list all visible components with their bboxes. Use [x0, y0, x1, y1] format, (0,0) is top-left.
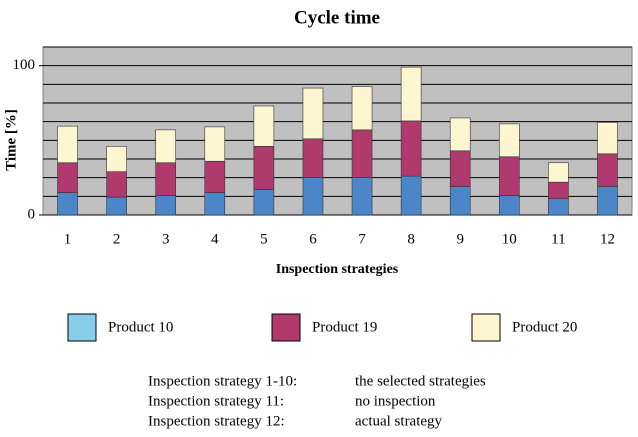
- bar-segment: [400, 175, 422, 216]
- bar-segment: [597, 122, 618, 155]
- x-tick-label: 2: [113, 231, 121, 247]
- bar-segment: [449, 150, 471, 187]
- bar-segment: [57, 125, 78, 164]
- chart-title: Cycle time: [294, 7, 380, 28]
- legend-label: Product 19: [312, 319, 377, 335]
- bar-segment: [400, 120, 422, 177]
- x-tick-label: 5: [260, 231, 268, 247]
- x-tick-label: 7: [358, 231, 366, 247]
- note-label: Inspection strategy 1-10:: [148, 373, 297, 389]
- note-text: the selected strategies: [355, 373, 486, 389]
- bar-segment: [204, 160, 226, 193]
- x-tick-label: 9: [456, 231, 464, 247]
- x-tick-label: 12: [600, 231, 615, 247]
- bar-segment: [253, 189, 275, 216]
- bar-segment: [204, 126, 226, 162]
- bar-segment: [253, 146, 275, 190]
- y-axis-label: Time [%]: [3, 109, 19, 171]
- bar-segment: [597, 153, 618, 187]
- legend-swatch: [471, 313, 501, 342]
- bar-segment: [351, 86, 373, 131]
- note-label: Inspection strategy 12:: [148, 413, 285, 429]
- bar-segment: [351, 129, 373, 178]
- bar-segment: [106, 196, 127, 216]
- bar-segment: [400, 66, 422, 122]
- legend-label: Product 20: [512, 319, 577, 335]
- legend-label: Product 10: [108, 319, 173, 335]
- note-text: no inspection: [355, 393, 436, 409]
- bar-segment: [302, 138, 324, 178]
- x-tick-label: 4: [211, 231, 219, 247]
- bar-segment: [449, 117, 471, 152]
- bar-segment: [106, 146, 127, 172]
- bar-segment: [449, 186, 471, 216]
- x-tick-label: 6: [309, 231, 317, 247]
- note-label: Inspection strategy 11:: [148, 393, 284, 409]
- bar-segment: [155, 195, 177, 216]
- note-text: actual strategy: [355, 413, 443, 429]
- bar-segment: [155, 162, 177, 196]
- bar-segment: [155, 129, 177, 164]
- bar-segment: [106, 171, 127, 198]
- bar-segment: [204, 192, 226, 216]
- bar-segment: [548, 181, 569, 199]
- x-tick-label: 10: [502, 231, 517, 247]
- bar-segment: [498, 195, 520, 216]
- y-tick-label: 100: [13, 57, 36, 73]
- y-tick-label: 0: [28, 206, 36, 222]
- bar-segment: [548, 198, 569, 216]
- bar-segment: [498, 123, 520, 158]
- bar-segment: [548, 162, 569, 183]
- x-tick-label: 11: [551, 231, 565, 247]
- bar-segment: [597, 186, 618, 216]
- bar-segment: [498, 156, 520, 196]
- bar-segment: [57, 192, 78, 216]
- bar-segment: [253, 105, 275, 147]
- bar-segment: [302, 177, 324, 216]
- bar-segment: [57, 162, 78, 193]
- bar-segment: [351, 177, 373, 216]
- legend-swatch: [67, 313, 97, 342]
- bar-segment: [302, 87, 324, 140]
- x-tick-label: 3: [162, 231, 170, 247]
- x-tick-label: 8: [407, 231, 415, 247]
- plot-area: [42, 46, 633, 216]
- legend-swatch: [271, 313, 301, 342]
- x-axis-label: Inspection strategies: [276, 262, 399, 277]
- x-tick-label: 1: [64, 231, 72, 247]
